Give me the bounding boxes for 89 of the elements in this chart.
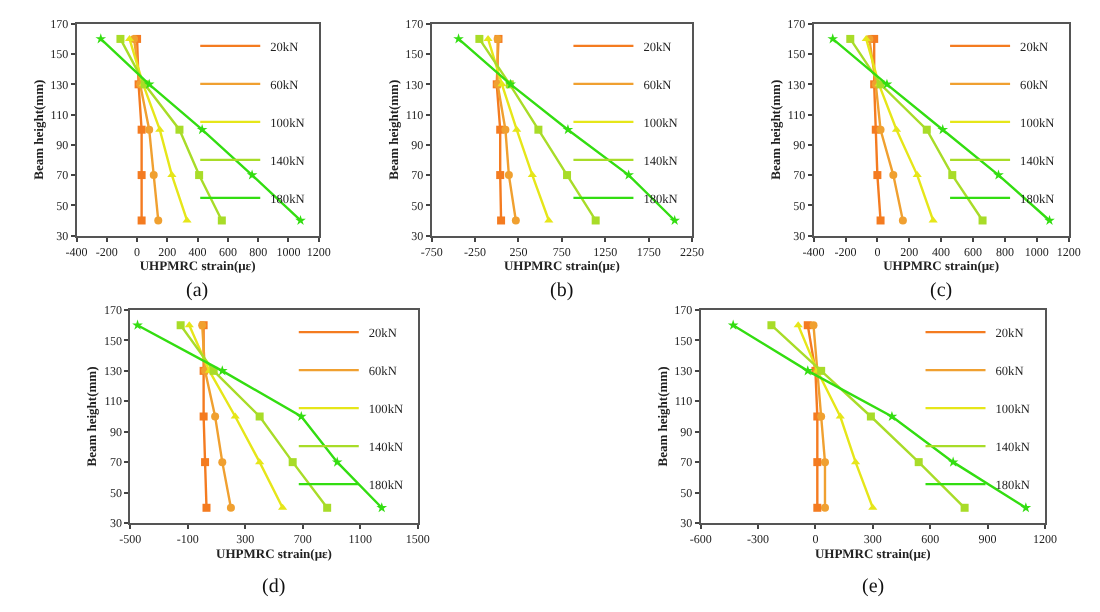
point	[534, 125, 543, 134]
point	[827, 33, 839, 44]
point	[453, 33, 464, 44]
point	[246, 169, 258, 180]
point	[323, 503, 332, 512]
point	[820, 458, 829, 467]
text: (d)	[262, 576, 286, 598]
point	[255, 412, 264, 421]
point	[475, 34, 484, 43]
point	[149, 171, 158, 180]
point	[1044, 214, 1055, 226]
point	[1020, 502, 1032, 513]
point	[914, 458, 923, 467]
point	[137, 216, 146, 225]
text: (c)	[930, 280, 953, 302]
point	[813, 458, 822, 467]
point	[835, 412, 845, 419]
point	[196, 124, 208, 135]
point	[175, 125, 184, 134]
point	[199, 412, 208, 421]
point	[947, 456, 959, 467]
point	[846, 34, 855, 43]
point	[501, 125, 510, 134]
point	[132, 319, 143, 330]
point	[201, 458, 210, 467]
point	[216, 365, 228, 376]
point	[813, 503, 822, 512]
point	[873, 171, 882, 180]
point	[767, 321, 776, 330]
point	[511, 216, 520, 225]
point	[809, 321, 818, 330]
point	[137, 125, 146, 134]
point	[116, 34, 125, 43]
point	[95, 33, 107, 44]
point	[496, 171, 505, 180]
point	[820, 503, 829, 512]
point	[876, 125, 885, 134]
point	[512, 125, 522, 132]
point	[176, 321, 185, 330]
point	[218, 458, 227, 467]
point	[167, 171, 177, 178]
point	[948, 171, 957, 180]
point	[483, 34, 493, 41]
point	[562, 124, 574, 135]
point	[881, 78, 893, 89]
point	[669, 214, 680, 226]
point	[993, 169, 1004, 180]
point	[868, 503, 878, 510]
point	[145, 125, 154, 134]
point	[295, 214, 306, 226]
point	[563, 171, 572, 180]
line-series	[184, 321, 288, 510]
point	[202, 503, 211, 512]
text: (b)	[550, 280, 574, 302]
point	[889, 171, 898, 180]
point	[331, 456, 343, 467]
point	[195, 171, 204, 180]
point	[876, 216, 885, 225]
point	[886, 410, 898, 422]
point	[211, 412, 220, 421]
point	[376, 502, 388, 513]
point	[226, 503, 235, 512]
point	[217, 216, 226, 225]
point	[802, 365, 814, 376]
point	[866, 412, 875, 421]
point	[937, 124, 949, 135]
text: (a)	[186, 280, 209, 302]
point	[504, 171, 513, 180]
point	[154, 216, 163, 225]
point	[278, 503, 288, 510]
point	[912, 171, 922, 178]
point	[184, 321, 194, 328]
point	[898, 216, 907, 225]
point	[623, 169, 634, 180]
line-series	[793, 321, 878, 510]
point	[255, 458, 265, 465]
point	[527, 171, 537, 178]
point	[591, 216, 600, 225]
point	[960, 503, 969, 512]
point	[155, 125, 165, 132]
point	[922, 125, 931, 134]
point	[295, 410, 307, 422]
point	[230, 412, 240, 419]
point	[288, 458, 297, 467]
point	[497, 216, 506, 225]
point	[978, 216, 987, 225]
point	[727, 319, 739, 330]
point	[137, 171, 146, 180]
text: (e)	[862, 576, 885, 598]
